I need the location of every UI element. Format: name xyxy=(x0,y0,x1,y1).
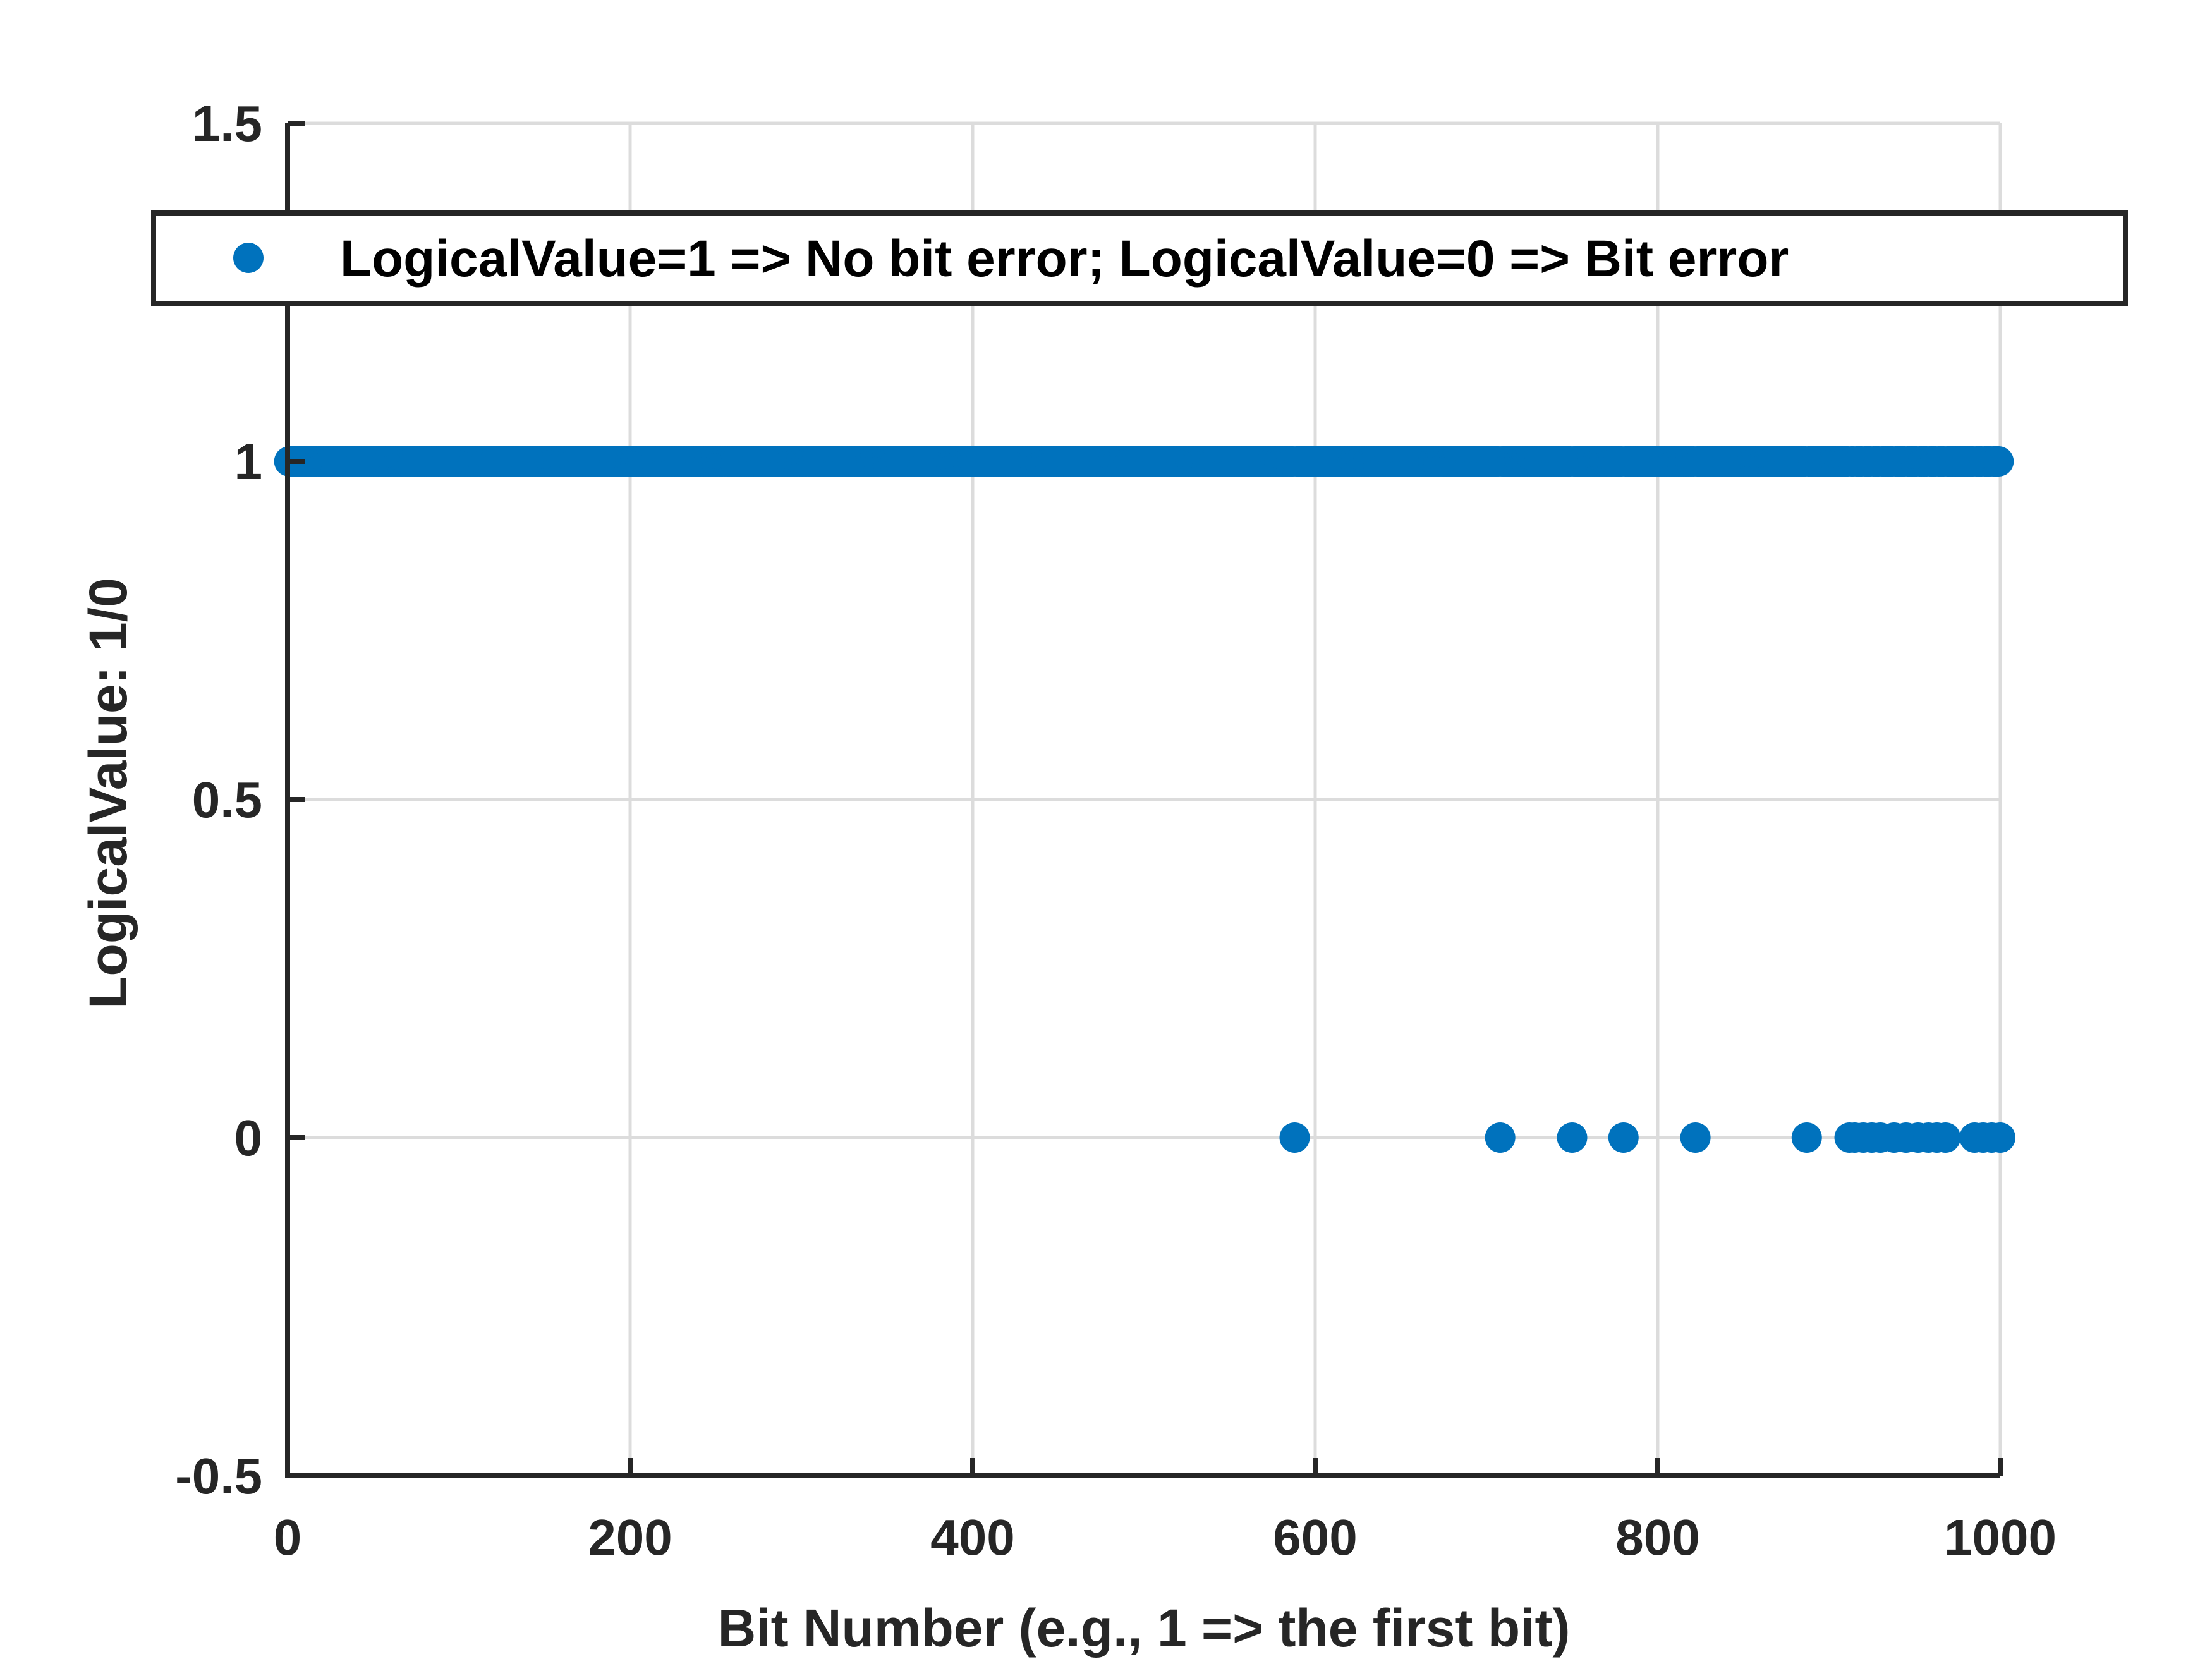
data-point xyxy=(1485,1122,1516,1153)
y-tick-label: 0.5 xyxy=(192,772,262,828)
data-point xyxy=(1279,1122,1310,1153)
data-point xyxy=(1985,1122,2015,1153)
data-point xyxy=(1983,446,2014,477)
y-tick-label: 0 xyxy=(234,1110,263,1166)
x-tick-label: 400 xyxy=(930,1509,1014,1565)
ticks: 0 200 400 600 800 1000-0.500.511.5 xyxy=(175,95,2057,1565)
y-tick-label: -0.5 xyxy=(175,1448,262,1504)
data-points xyxy=(274,446,2015,1153)
legend-box xyxy=(151,210,2128,306)
data-point xyxy=(1608,1122,1639,1153)
x-tick-label: 1000 xyxy=(1944,1509,2057,1565)
data-point xyxy=(1791,1122,1822,1153)
legend: LogicalValue=1 => No bit error; LogicalV… xyxy=(151,210,2128,306)
x-tick-label: 200 xyxy=(588,1509,672,1565)
y-tick-label: 1.5 xyxy=(192,95,262,152)
data-point xyxy=(1557,1122,1588,1153)
x-axis-label: Bit Number (e.g., 1 => the first bit) xyxy=(718,1598,1571,1658)
x-tick-label: 0 xyxy=(274,1509,302,1565)
x-tick-label: 600 xyxy=(1273,1509,1357,1565)
y-tick-label: 1 xyxy=(234,434,263,490)
y-axis-label: LogicalValue: 1/0 xyxy=(78,578,138,1009)
legend-entry: LogicalValue=1 => No bit error; LogicalV… xyxy=(340,230,1789,288)
data-point xyxy=(1680,1122,1711,1153)
data-point xyxy=(1930,1122,1961,1153)
legend-marker xyxy=(233,243,264,273)
x-tick-label: 800 xyxy=(1615,1509,1699,1565)
